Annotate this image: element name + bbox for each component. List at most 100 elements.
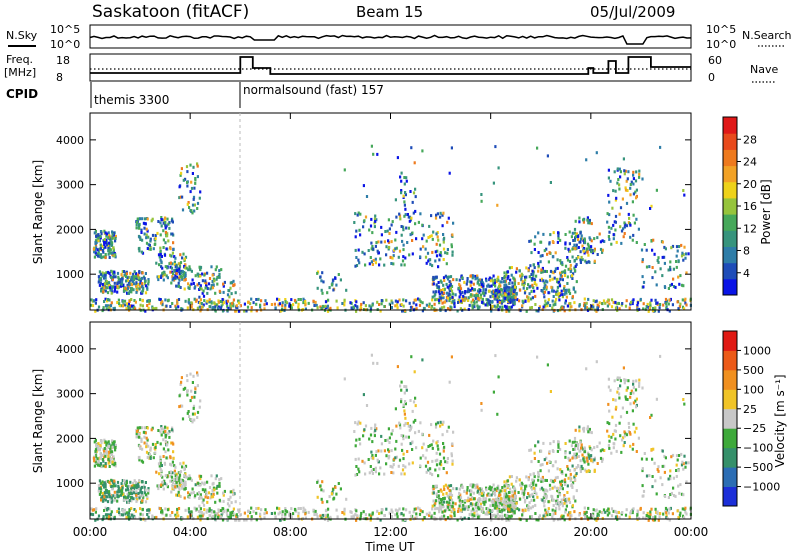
power-echo <box>459 284 462 288</box>
velocity-echo <box>440 515 443 519</box>
velocity-echo <box>170 479 174 483</box>
power-echo <box>190 269 193 273</box>
velocity-echo <box>109 447 112 451</box>
power-echo <box>567 267 570 271</box>
velocity-echo <box>386 438 389 442</box>
velocity-echo <box>186 390 189 393</box>
power-echo <box>528 275 531 279</box>
velocity-echo <box>163 462 167 466</box>
velocity-echo <box>665 514 668 518</box>
velocity-echo <box>601 457 604 461</box>
velocity-echo <box>376 509 379 513</box>
power-echo <box>403 176 406 179</box>
velocity-echo <box>171 460 174 464</box>
velocity-echo <box>107 461 110 465</box>
power-echo <box>654 306 657 310</box>
velocity-echo <box>511 508 514 512</box>
velocity-echo <box>208 514 211 518</box>
velocity-echo <box>212 493 215 496</box>
velocity-echo <box>145 445 148 449</box>
power-echo <box>131 277 134 281</box>
power-echo <box>562 270 565 274</box>
power-echo <box>585 301 588 305</box>
power-echo <box>554 300 557 304</box>
power-echo <box>396 306 399 310</box>
velocity-echo <box>665 511 668 515</box>
power-echo <box>568 249 572 253</box>
power-echo <box>172 272 175 276</box>
power-echo <box>608 213 611 217</box>
power-echo <box>98 255 101 259</box>
power-echo <box>428 304 431 308</box>
power-echo <box>588 247 591 251</box>
power-echo <box>398 298 401 302</box>
velocity-echo <box>97 514 101 518</box>
velocity-echo <box>371 440 374 444</box>
power-echo <box>513 277 516 281</box>
power-echo <box>297 305 300 309</box>
power-echo <box>343 168 346 172</box>
velocity-echo <box>582 429 585 433</box>
power-echo <box>678 245 681 248</box>
velocity-echo <box>585 515 588 519</box>
power-echo <box>320 279 323 283</box>
velocity-echo <box>374 428 377 432</box>
velocity-echo <box>98 492 101 496</box>
velocity-echo <box>146 456 149 459</box>
power-echo <box>101 249 104 252</box>
power-echo <box>398 214 402 218</box>
velocity-echo <box>568 451 571 455</box>
velocity-echo <box>183 473 186 477</box>
power-echo <box>162 221 165 225</box>
power-echo <box>371 303 374 307</box>
power-echo <box>383 240 386 244</box>
velocity-echo <box>411 448 414 451</box>
velocity-echo <box>520 487 523 491</box>
power-echo <box>645 305 648 308</box>
power-echo <box>438 288 441 292</box>
power-echo <box>543 281 546 285</box>
power-echo <box>168 221 171 225</box>
velocity-echo <box>668 518 671 522</box>
power-echo <box>334 276 337 280</box>
velocity-echo <box>109 457 112 461</box>
velocity-echo <box>610 507 614 511</box>
power-echo <box>413 298 416 302</box>
power-echo <box>265 302 268 306</box>
power-echo <box>143 226 146 230</box>
velocity-echo <box>177 514 180 518</box>
velocity-echo <box>140 440 143 443</box>
power-echo <box>121 277 124 281</box>
power-echo <box>635 196 638 200</box>
power-echo <box>453 301 456 305</box>
velocity-echo <box>415 446 418 450</box>
power-echo <box>141 238 144 242</box>
power-echo <box>355 256 358 259</box>
velocity-echo <box>530 515 533 518</box>
power-echo <box>606 212 609 216</box>
velocity-echo <box>602 508 606 512</box>
power-echo <box>138 249 141 253</box>
power-echo <box>145 233 148 237</box>
velocity-echo <box>402 464 405 468</box>
power-echo <box>414 187 417 191</box>
velocity-echo <box>113 440 116 444</box>
velocity-echo <box>183 466 186 470</box>
velocity-echo <box>203 508 206 512</box>
velocity-echo <box>222 510 226 514</box>
power-echo <box>491 279 495 283</box>
power-echo <box>204 286 207 290</box>
power-echo <box>632 177 635 181</box>
velocity-echo <box>471 496 474 500</box>
velocity-echo <box>533 490 536 494</box>
power-echo <box>425 239 428 243</box>
velocity-echo <box>178 471 181 475</box>
velocity-echo <box>138 444 141 448</box>
velocity-echo <box>212 514 215 518</box>
power-echo <box>571 295 574 299</box>
power-echo <box>138 285 142 289</box>
velocity-echo <box>548 450 551 454</box>
velocity-echo <box>463 516 466 520</box>
velocity-echo <box>646 511 649 515</box>
power-echo <box>497 275 500 279</box>
